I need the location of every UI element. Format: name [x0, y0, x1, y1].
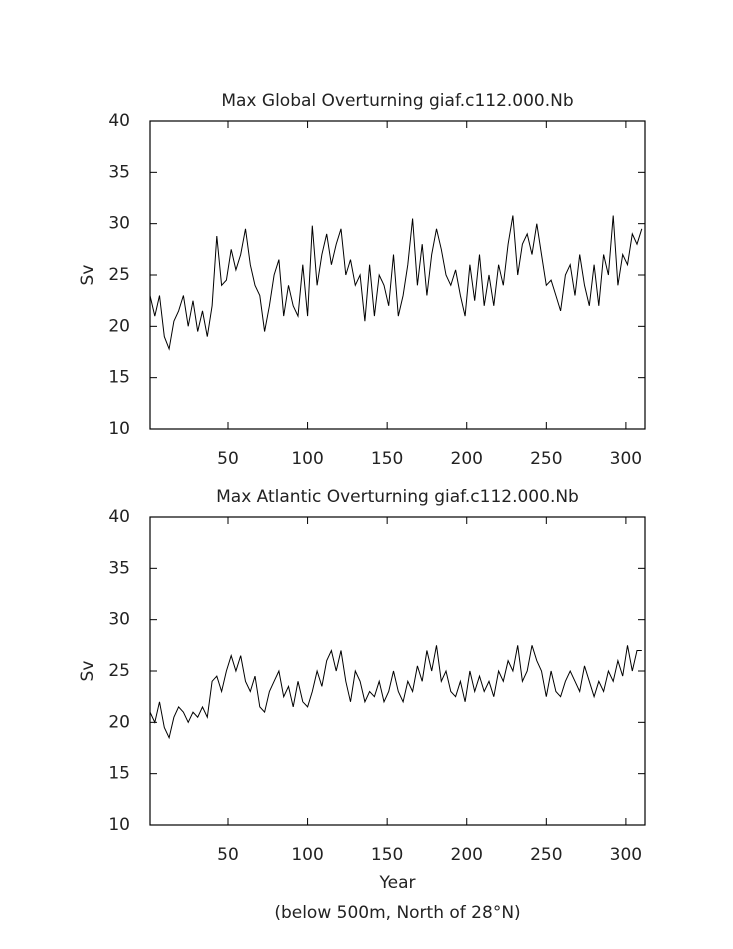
- chart-title: Max Global Overturning giaf.c112.000.Nb: [221, 91, 573, 111]
- chart-title: Max Atlantic Overturning giaf.c112.000.N…: [216, 487, 579, 507]
- x-tick-label: 250: [530, 845, 562, 865]
- plot-frame: [149, 120, 646, 430]
- y-tick-label: 15: [108, 764, 130, 784]
- y-tick-label: 40: [108, 111, 130, 131]
- data-line: [149, 215, 643, 351]
- y-axis-label: Sv: [78, 265, 98, 286]
- x-tick-label: 250: [530, 449, 562, 469]
- x-tick-label: 100: [291, 845, 323, 865]
- y-tick-label: 40: [108, 507, 130, 527]
- y-tick-label: 15: [108, 368, 130, 388]
- x-tick-label: 150: [371, 845, 403, 865]
- y-tick-label: 35: [108, 162, 130, 182]
- x-tick-label: 50: [217, 449, 239, 469]
- axis-note: (below 500m, North of 28°N): [274, 903, 520, 923]
- x-tick-label: 200: [451, 845, 483, 865]
- y-tick-label: 25: [108, 661, 130, 681]
- x-tick-label: 150: [371, 449, 403, 469]
- y-tick-label: 20: [108, 712, 130, 732]
- y-tick-label: 35: [108, 558, 130, 578]
- x-axis-label: Year: [379, 873, 416, 893]
- x-tick-label: 300: [610, 449, 642, 469]
- x-tick-label: 300: [610, 845, 642, 865]
- y-tick-label: 30: [108, 214, 130, 234]
- y-axis-label: Sv: [78, 661, 98, 682]
- y-tick-label: 25: [108, 265, 130, 285]
- y-tick-label: 20: [108, 316, 130, 336]
- y-tick-label: 10: [108, 419, 130, 439]
- x-tick-label: 100: [291, 449, 323, 469]
- y-tick-label: 10: [108, 815, 130, 835]
- x-tick-label: 200: [451, 449, 483, 469]
- y-tick-label: 30: [108, 610, 130, 630]
- x-tick-label: 50: [217, 845, 239, 865]
- data-line: [149, 645, 642, 740]
